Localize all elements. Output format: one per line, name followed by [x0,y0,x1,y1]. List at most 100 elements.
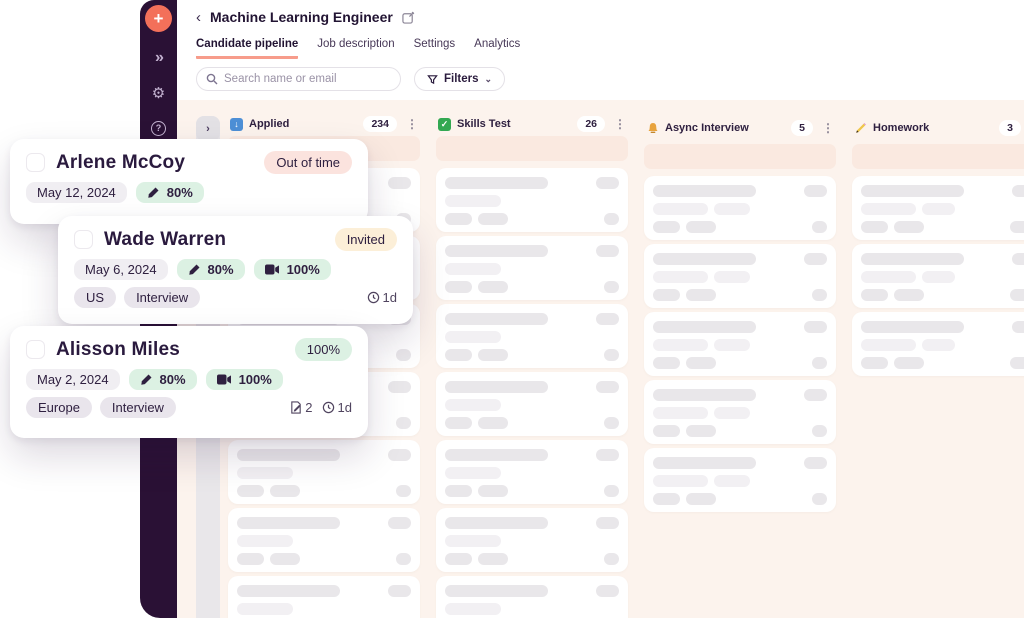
placeholder-bar [396,553,411,565]
placeholder-bar [894,289,924,301]
placeholder-bar [1010,357,1024,369]
placeholder-bar [478,281,508,293]
placeholder-bar [388,177,411,189]
placeholder-bar [861,271,916,283]
candidate-checkbox[interactable] [26,340,45,359]
placeholder-bar [686,493,716,505]
skeleton-candidate-card[interactable] [644,244,836,308]
placeholder-bar [714,407,750,419]
tab-candidate-pipeline[interactable]: Candidate pipeline [196,38,299,59]
columns-container: ↓ Applied 234 ⋮ ✓ Skills Test [228,116,1024,618]
skeleton-candidate-card[interactable] [436,304,628,368]
placeholder-bar [653,185,756,197]
placeholder-bar [1010,221,1024,233]
card-tags: Europe Interview 2 1d [26,397,352,418]
edit-title-icon[interactable] [402,11,415,24]
skeleton-candidate-card[interactable] [228,508,420,572]
placeholder-bar [653,357,680,369]
placeholder-bar [804,321,827,333]
skeleton-candidate-card[interactable] [852,244,1024,308]
filters-button[interactable]: Filters ⌄ [414,67,506,91]
search-input[interactable] [224,73,391,85]
placeholder-bar [445,517,548,529]
expand-column-button[interactable]: › [196,116,220,141]
candidate-card-arlene-mccoy[interactable]: Arlene McCoy Out of time May 12, 2024 80… [10,139,368,224]
placeholder-bar [653,203,708,215]
skeleton-candidate-card[interactable] [228,440,420,504]
search-box[interactable] [196,67,401,91]
column-title: Applied [249,118,290,130]
card-list [852,176,1024,376]
skeleton-candidate-card[interactable] [436,508,628,572]
placeholder-bar [861,185,964,197]
skeleton-candidate-card[interactable] [644,176,836,240]
placeholder-bar [478,349,508,361]
drop-zone[interactable] [852,144,1024,169]
skeleton-candidate-card[interactable] [644,380,836,444]
placeholder-bar [478,213,508,225]
placeholder-bar [445,449,548,461]
location-tag: Europe [26,397,92,418]
card-pills: May 2, 2024 80% 100% [26,369,352,390]
column-skills-test: ✓ Skills Test 26 ⋮ [436,116,628,618]
placeholder-bar [861,357,888,369]
back-chevron-icon[interactable]: ‹ [196,8,201,26]
placeholder-bar [388,517,411,529]
column-async-interview: Async Interview 5 ⋮ [644,116,836,618]
tab-analytics[interactable]: Analytics [474,38,521,50]
placeholder-bar [237,603,293,615]
placeholder-bar [396,485,411,497]
placeholder-bar [804,253,827,265]
placeholder-bar [596,517,619,529]
skeleton-candidate-card[interactable] [852,312,1024,376]
skeleton-candidate-card[interactable] [436,236,628,300]
skeleton-candidate-card[interactable] [228,576,420,618]
skeleton-candidate-card[interactable] [644,448,836,512]
plus-icon: + [153,9,164,28]
skeleton-candidate-card[interactable] [436,440,628,504]
skeleton-candidate-card[interactable] [644,312,836,376]
duration-meta: 1d [322,400,352,415]
placeholder-bar [604,281,619,293]
placeholder-bar [653,339,708,351]
candidate-card-wade-warren[interactable]: Wade Warren Invited May 6, 2024 80% 100%… [58,216,413,324]
pen-icon [140,374,152,385]
status-badge: Invited [334,228,397,251]
candidate-name: Wade Warren [104,228,227,250]
skeleton-candidate-card[interactable] [436,168,628,232]
column-menu-icon[interactable]: ⋮ [614,117,626,131]
placeholder-bar [445,195,501,207]
drop-zone[interactable] [644,144,836,169]
placeholder-bar [1010,289,1024,301]
duration-meta: 1d [367,290,397,305]
placeholder-bar [714,475,750,487]
filters-label: Filters [444,73,479,85]
placeholder-bar [861,203,916,215]
tab-job-description[interactable]: Job description [317,38,395,50]
placeholder-bar [237,467,293,479]
skeleton-candidate-card[interactable] [436,576,628,618]
skeleton-candidate-card[interactable] [436,372,628,436]
card-meta: 2 1d [290,400,352,415]
candidate-card-alisson-miles[interactable]: Alisson Miles 100% May 2, 2024 80% 100% … [10,326,368,438]
drop-zone[interactable] [436,136,628,161]
candidate-checkbox[interactable] [74,230,93,249]
card-meta: 1d [367,290,397,305]
card-header: Arlene McCoy Out of time [26,151,352,174]
placeholder-bar [478,485,508,497]
placeholder-bar [445,553,472,565]
column-menu-icon[interactable]: ⋮ [822,121,834,135]
expand-sidebar-icon[interactable]: » [155,49,164,66]
placeholder-bar [445,245,548,257]
tab-settings[interactable]: Settings [413,38,456,50]
candidate-checkbox[interactable] [26,153,45,172]
placeholder-bar [604,417,619,429]
placeholder-bar [604,213,619,225]
settings-gear-icon[interactable]: ⚙ [151,84,166,102]
candidate-name: Alisson Miles [56,338,181,360]
column-menu-icon[interactable]: ⋮ [406,117,418,131]
skeleton-candidate-card[interactable] [852,176,1024,240]
add-button[interactable]: + [145,5,172,32]
help-icon[interactable]: ? [150,119,168,137]
stage-tag: Interview [124,287,201,308]
